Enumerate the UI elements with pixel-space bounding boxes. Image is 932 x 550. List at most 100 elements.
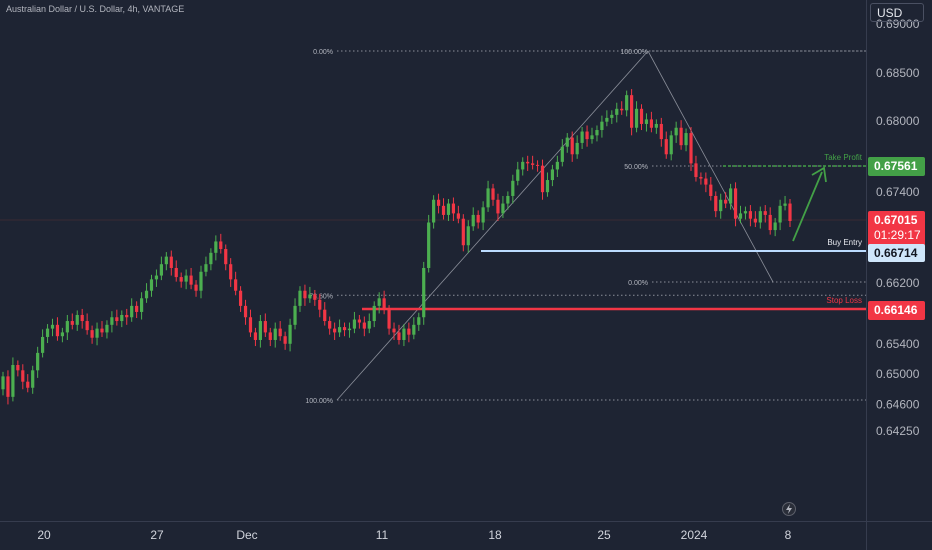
candle-up (778, 205, 782, 223)
time-axis[interactable]: 20 27 Dec 11 18 25 2024 8 (37, 528, 791, 542)
candle-up (372, 305, 376, 322)
candles (1, 89, 792, 405)
candle-up (565, 137, 569, 147)
bolt-icon[interactable] (782, 502, 796, 516)
candle-down (724, 199, 728, 204)
fib-level-label: 0.00% (313, 49, 333, 56)
currency-button[interactable]: USD (870, 3, 924, 22)
candle-down (16, 365, 20, 371)
candle-down (456, 213, 460, 219)
buy-entry-tag (868, 244, 925, 262)
y-tick-label: 0.66200 (876, 276, 920, 290)
candle-down (70, 321, 74, 325)
candle-up (615, 108, 619, 115)
trade-levels: Take Profit Buy Entry Stop Loss (362, 153, 866, 311)
fib-level-label: 100.00% (620, 49, 648, 56)
candle-up (45, 328, 50, 337)
candle-up (209, 252, 213, 265)
candle-up (511, 180, 515, 196)
candle-down (679, 127, 683, 146)
candle-up (40, 336, 45, 353)
fib-trend-line (647, 50, 774, 283)
candle-up (625, 95, 629, 111)
candle-down (115, 317, 119, 322)
candle-up (481, 207, 485, 223)
candle-up (427, 222, 431, 268)
candle-up (758, 211, 762, 223)
stop-loss-tag-text: 0.66146 (874, 303, 918, 317)
candle-down (85, 321, 89, 331)
candle-down (392, 328, 396, 333)
x-tick-label: 20 (37, 528, 51, 542)
candle-down (491, 188, 495, 200)
current-price-tag-text: 0.67015 (874, 213, 918, 227)
y-tick-label: 0.69000 (876, 17, 920, 31)
candle-down (318, 299, 322, 310)
candle-up (199, 271, 203, 291)
candle-down (763, 211, 767, 215)
candle-down (570, 137, 574, 155)
candle-down (387, 309, 391, 329)
candle-up (684, 133, 688, 146)
candle-down (699, 177, 703, 179)
projection-arrow (792, 171, 823, 242)
candle-up (144, 290, 149, 299)
candle-up (1, 376, 5, 390)
candle-up (516, 169, 520, 181)
buy-entry-label: Buy Entry (827, 238, 862, 247)
candle-up (60, 332, 64, 337)
y-tick-label: 0.64250 (876, 424, 920, 438)
candle-up (417, 317, 421, 325)
candle-up (600, 121, 604, 131)
candle-down (733, 188, 738, 219)
candle-down (234, 279, 238, 291)
candle-up (521, 161, 525, 170)
candle-up (149, 279, 154, 291)
candle-down (268, 332, 272, 340)
candle-down (100, 328, 104, 333)
candle-up (560, 146, 564, 162)
candle-up (288, 324, 292, 344)
candle-up (580, 131, 584, 143)
candle-up (347, 328, 352, 331)
y-tick-label: 0.64600 (876, 397, 920, 411)
candle-down (540, 165, 545, 193)
candle-down (283, 336, 287, 344)
candle-down (753, 218, 757, 223)
candle-down (694, 163, 698, 178)
take-profit-label: Take Profit (824, 153, 863, 162)
candle-up (120, 314, 124, 322)
candle-down (649, 119, 654, 128)
candle-up (65, 321, 69, 333)
candle-up (293, 305, 297, 325)
candle-down (714, 195, 718, 212)
candle-up (159, 264, 163, 276)
candle-down (194, 284, 198, 291)
candle-up (446, 203, 451, 215)
candle-up (337, 327, 342, 333)
candle-down (248, 317, 253, 333)
candle-down (224, 249, 228, 265)
candle-down (303, 290, 307, 299)
candle-down (55, 324, 60, 337)
candle-up (402, 328, 406, 340)
candle-down (768, 214, 772, 231)
candle-up (377, 298, 381, 306)
candle-up (506, 195, 510, 204)
candle-down (323, 309, 327, 322)
fib-level-label: 50.00% (624, 164, 648, 171)
candle-up (95, 328, 99, 338)
candle-up (654, 123, 658, 128)
candle-down (461, 218, 465, 246)
stop-loss-tag (868, 301, 925, 320)
candle-up (154, 275, 159, 280)
candle-down (189, 275, 193, 285)
candle-up (501, 203, 505, 214)
candle-up (352, 319, 357, 329)
symbol-title: Australian Dollar / U.S. Dollar, 4h, VAN… (6, 4, 185, 14)
candle-up (204, 264, 208, 272)
candle-up (105, 324, 109, 333)
candle-up (590, 135, 594, 140)
candle-up (610, 114, 614, 118)
